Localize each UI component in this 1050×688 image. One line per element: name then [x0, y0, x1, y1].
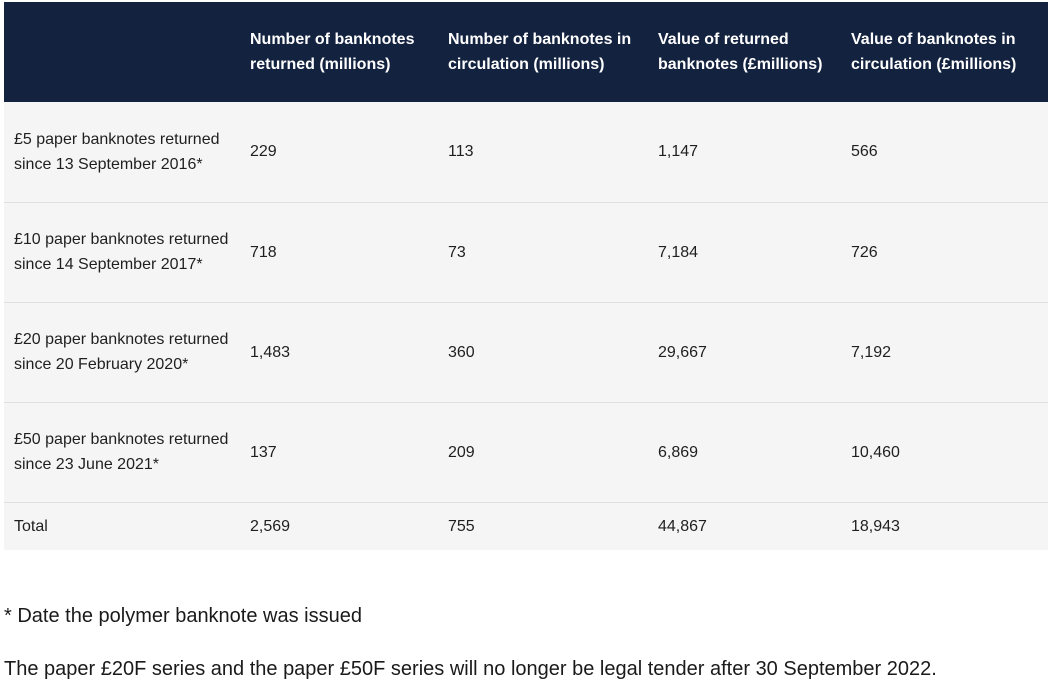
table-row: £10 paper banknotes returned since 14 Se…	[4, 202, 1048, 302]
table-row: £5 paper banknotes returned since 13 Sep…	[4, 102, 1048, 202]
cell-returned: 229	[250, 143, 277, 161]
banknotes-table: Number of banknotes returned (millions) …	[4, 2, 1048, 550]
cell-value-returned: 1,147	[658, 143, 699, 161]
cell-value-circulation: 10,460	[851, 443, 900, 461]
header-cell-value-circulation: Value of banknotes in circulation (£mill…	[851, 31, 1017, 73]
cell-returned: 2,569	[250, 517, 291, 535]
header-cell-label	[4, 2, 240, 102]
cell-circulation: 755	[448, 517, 475, 535]
row-label: £50 paper banknotes returned since 23 Ju…	[14, 431, 229, 473]
header-cell-value-returned: Value of returned banknotes (£millions)	[658, 31, 823, 73]
table-row: £20 paper banknotes returned since 20 Fe…	[4, 302, 1048, 402]
row-label: Total	[14, 517, 48, 535]
cell-returned: 137	[250, 443, 277, 461]
cell-returned: 1,483	[250, 343, 291, 361]
cell-circulation: 73	[448, 243, 466, 261]
header-cell-circulation: Number of banknotes in circulation (mill…	[448, 31, 632, 73]
cell-returned: 718	[250, 243, 277, 261]
cell-value-circulation: 566	[851, 143, 878, 161]
cell-circulation: 113	[448, 143, 474, 161]
footnote: * Date the polymer banknote was issued	[4, 605, 362, 627]
cell-value-returned: 29,667	[658, 343, 707, 361]
legal-tender-note: The paper £20F series and the paper £50F…	[4, 658, 937, 680]
cell-circulation: 360	[448, 343, 475, 361]
table-row: £50 paper banknotes returned since 23 Ju…	[4, 402, 1048, 502]
header-row: Number of banknotes returned (millions) …	[4, 2, 1048, 102]
cell-value-circulation: 7,192	[851, 343, 892, 361]
cell-value-circulation: 726	[851, 243, 878, 261]
header-cell-returned: Number of banknotes returned (millions)	[250, 31, 415, 73]
table-header: Number of banknotes returned (millions) …	[4, 2, 1048, 102]
total-row: Total 2,569 755 44,867 18,943	[4, 502, 1048, 550]
cell-value-circulation: 18,943	[851, 517, 900, 535]
cell-value-returned: 6,869	[658, 443, 699, 461]
table-body: £5 paper banknotes returned since 13 Sep…	[4, 102, 1048, 550]
row-label: £20 paper banknotes returned since 20 Fe…	[14, 331, 229, 373]
cell-circulation: 209	[448, 443, 475, 461]
row-label: £5 paper banknotes returned since 13 Sep…	[14, 130, 220, 173]
cell-value-returned: 44,867	[658, 517, 707, 535]
row-label: £10 paper banknotes returned since 14 Se…	[14, 231, 229, 273]
cell-value-returned: 7,184	[658, 243, 699, 261]
